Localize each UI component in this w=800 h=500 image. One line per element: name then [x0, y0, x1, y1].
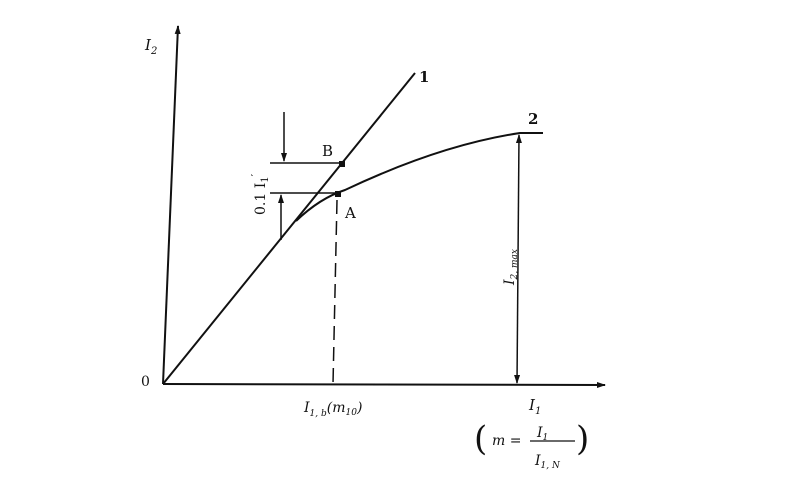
- svg-text:): ): [576, 419, 589, 459]
- i2max-arrow-down: [514, 259, 521, 384]
- svg-text:m =: m =: [492, 433, 521, 449]
- x-mark-label: I1, b(m10): [303, 400, 362, 419]
- curve-2: [295, 132, 543, 222]
- delta-label: 0.1 I1′: [249, 173, 271, 215]
- y-axis: [162, 25, 181, 385]
- curve-1-line: [162, 72, 416, 385]
- svg-text:(: (: [474, 419, 487, 459]
- point-b-label: B: [322, 142, 333, 160]
- point-b: [339, 161, 345, 167]
- m-formula: ( m = I1 I1, N ): [474, 419, 589, 471]
- svg-text:I1, N: I1, N: [534, 453, 561, 471]
- i2max-label: I2, max: [502, 249, 520, 286]
- point-a-label: A: [344, 204, 356, 222]
- x-axis-label: I1: [528, 396, 541, 417]
- point-a: [335, 191, 341, 197]
- origin-label: 0: [141, 374, 150, 390]
- y-axis-label: I2: [144, 36, 157, 57]
- curve-2-label: 2: [528, 110, 538, 128]
- i2max-arrow-up: [515, 134, 522, 261]
- x-axis: [162, 381, 606, 388]
- svg-text:I1: I1: [536, 425, 548, 443]
- dashed-projection-line: [332, 199, 338, 385]
- curve-1-label: 1: [419, 68, 429, 86]
